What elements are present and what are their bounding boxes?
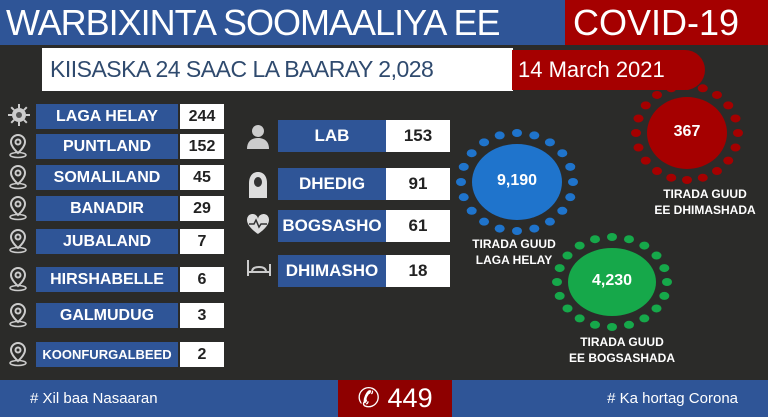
location-pin-icon: [7, 133, 29, 159]
recovered-total: 4,230: [591, 272, 633, 289]
phone-icon: ✆: [357, 383, 381, 413]
deaths-caption: TIRADA GUUD EE DHIMASHADA: [645, 186, 765, 218]
region-row: BANADIR 29: [36, 196, 224, 221]
category-label: DHIMASHO: [278, 255, 386, 287]
category-label: DHEDIG: [278, 168, 386, 200]
location-pin-icon: [7, 164, 29, 190]
region-label: JUBALAND: [36, 229, 178, 254]
caption-line: EE BOGSASHADA: [568, 351, 675, 365]
category-value: 91: [386, 168, 450, 200]
category-row: LAB 153: [278, 120, 450, 152]
region-label: SOMALILAND: [36, 165, 178, 190]
region-value: 7: [180, 229, 224, 254]
category-row: DHIMASHO 18: [278, 255, 450, 287]
caption-line: EE DHIMASHADA: [654, 203, 756, 217]
cases-virus-icon: [456, 129, 578, 235]
region-label: PUNTLAND: [36, 134, 178, 159]
deaths-total: 367: [673, 123, 701, 140]
region-value: 6: [180, 267, 224, 292]
region-value: 244: [180, 104, 224, 129]
region-label: HIRSHABELLE: [36, 267, 178, 292]
location-pin-icon: [7, 195, 29, 221]
region-row: KOONFURGALBEED 2: [36, 342, 224, 367]
location-pin-icon: [7, 228, 29, 254]
category-value: 153: [386, 120, 450, 152]
female-person-icon: [246, 171, 270, 204]
location-pin-icon: [7, 266, 29, 292]
heart-pulse-icon: [246, 213, 270, 240]
caption-line: TIRADA GUUD: [663, 187, 747, 201]
region-value: 152: [180, 134, 224, 159]
region-label: KOONFURGALBEED: [36, 342, 178, 367]
region-row: PUNTLAND 152: [36, 134, 224, 159]
region-value: 45: [180, 165, 224, 190]
category-row: BOGSASHO 61: [278, 210, 450, 242]
deaths-virus-icon: [631, 82, 743, 184]
header-title: WARBIXINTA SOOMAALIYA EE: [0, 0, 565, 45]
male-person-icon: [246, 123, 270, 154]
region-label: LAGA HELAY: [36, 104, 178, 129]
caption-line: TIRADA GUUD: [472, 237, 556, 251]
hotline: ✆ 449: [338, 380, 452, 417]
region-row: LAGA HELAY 244: [36, 104, 224, 129]
tests-24h: KIISASKA 24 SAAC LA BAARAY 2,028: [42, 48, 513, 91]
region-row: JUBALAND 7: [36, 229, 224, 254]
bed-icon: [246, 258, 272, 283]
caption-line: LAGA HELAY: [475, 253, 553, 267]
location-pin-icon: [7, 302, 29, 328]
hotline-number: 449: [387, 383, 433, 413]
footer-right-hashtag: # Ka hortag Corona: [607, 390, 738, 407]
region-value: 29: [180, 196, 224, 221]
category-label: LAB: [278, 120, 386, 152]
category-label: BOGSASHO: [278, 210, 386, 242]
region-row: GALMUDUG 3: [36, 303, 224, 328]
cases-caption: TIRADA GUUD LAGA HELAY: [454, 236, 574, 268]
header-covid: COVID-19: [565, 0, 768, 45]
report-date: 14 March 2021: [512, 50, 705, 90]
recovered-caption: TIRADA GUUD EE BOGSASHADA: [562, 334, 682, 366]
virus-icon: [7, 103, 30, 129]
region-row: SOMALILAND 45: [36, 165, 224, 190]
region-row: HIRSHABELLE 6: [36, 267, 224, 292]
region-value: 3: [180, 303, 224, 328]
region-value: 2: [180, 342, 224, 367]
recovered-virus-icon: [552, 233, 672, 331]
location-pin-icon: [7, 341, 29, 367]
region-label: BANADIR: [36, 196, 178, 221]
category-value: 18: [386, 255, 450, 287]
category-row: DHEDIG 91: [278, 168, 450, 200]
cases-total: 9,190: [496, 172, 538, 189]
category-value: 61: [386, 210, 450, 242]
caption-line: TIRADA GUUD: [580, 335, 664, 349]
region-label: GALMUDUG: [36, 303, 178, 328]
footer-left-hashtag: # Xil baa Nasaaran: [30, 390, 158, 407]
